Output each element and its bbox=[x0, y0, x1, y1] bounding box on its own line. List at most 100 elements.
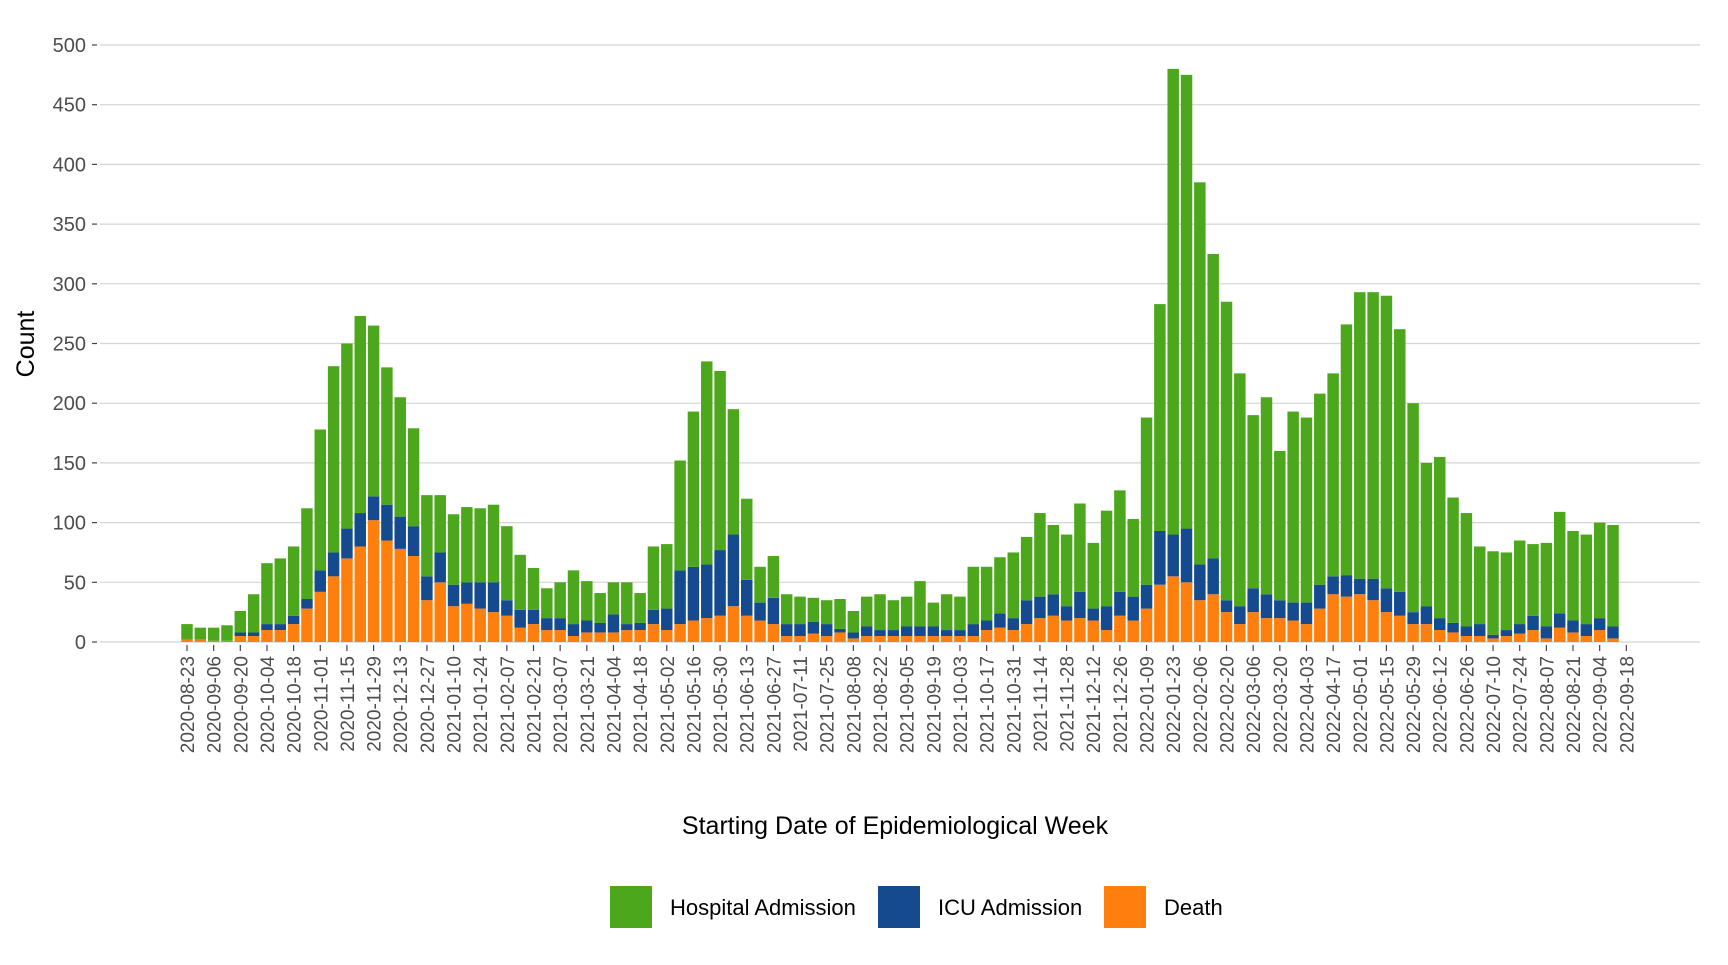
x-tick-label: 2020-09-20 bbox=[231, 656, 252, 753]
bar-segment bbox=[501, 526, 513, 601]
bar-segment bbox=[1580, 534, 1593, 625]
bar-segment bbox=[714, 370, 726, 551]
bar-segment bbox=[1234, 373, 1246, 607]
x-tick-label: 2020-08-23 bbox=[178, 656, 199, 753]
bar-segment bbox=[887, 600, 900, 631]
x-tick-label: 2021-03-21 bbox=[578, 656, 599, 753]
bar-segment bbox=[780, 624, 793, 637]
bar-segment bbox=[767, 624, 780, 642]
bar-segment bbox=[674, 570, 686, 625]
legend-swatch bbox=[610, 886, 652, 928]
bar-segment bbox=[1434, 618, 1446, 631]
bar-segment bbox=[1540, 542, 1553, 627]
bar-segment bbox=[1034, 513, 1046, 597]
bar-segment bbox=[1354, 594, 1366, 642]
bar-segment bbox=[487, 582, 500, 613]
y-axis-title: Count bbox=[12, 311, 40, 378]
bar-segment bbox=[394, 397, 406, 517]
x-tick-label: 2022-08-07 bbox=[1537, 656, 1558, 753]
x-tick-label: 2021-04-18 bbox=[631, 656, 652, 753]
bar-segment bbox=[407, 556, 420, 642]
bar-segment bbox=[1473, 546, 1486, 625]
x-tick-label: 2021-12-12 bbox=[1084, 656, 1105, 753]
bar-segment bbox=[421, 576, 433, 601]
x-tick-label: 2022-07-10 bbox=[1484, 656, 1505, 753]
bar-segment bbox=[514, 627, 526, 642]
bar-segment bbox=[1513, 633, 1526, 642]
bar-segment bbox=[207, 627, 220, 641]
x-tick-label: 2021-08-22 bbox=[871, 656, 892, 753]
x-tick-label: 2022-04-17 bbox=[1324, 656, 1345, 753]
bar-segment bbox=[914, 636, 926, 642]
bar-segment bbox=[634, 622, 646, 631]
bar-segment bbox=[354, 546, 366, 642]
bar-segment bbox=[1114, 490, 1126, 592]
bar-segment bbox=[661, 608, 673, 631]
bar-segment bbox=[1074, 591, 1086, 619]
bar-segment bbox=[1207, 558, 1219, 595]
bar-segment bbox=[607, 632, 620, 642]
bar-segment bbox=[474, 508, 486, 583]
bar-segment bbox=[674, 624, 686, 642]
bar-segment bbox=[767, 556, 780, 598]
x-tick-label: 2022-05-29 bbox=[1404, 656, 1425, 753]
bar-segment bbox=[940, 594, 953, 631]
bar-segment bbox=[687, 411, 700, 567]
bar-segment bbox=[1447, 622, 1459, 633]
bar-segment bbox=[621, 624, 633, 631]
x-tick-label: 2022-02-06 bbox=[1191, 656, 1212, 753]
bar-segment bbox=[780, 594, 793, 625]
bar-segment bbox=[287, 615, 300, 625]
legend-label: ICU Admission bbox=[938, 895, 1082, 920]
bar-segment bbox=[1260, 397, 1273, 595]
bar-segment bbox=[1154, 530, 1166, 585]
bar-segment bbox=[221, 625, 233, 641]
bar-segment bbox=[1327, 576, 1339, 595]
bar-segment bbox=[1367, 600, 1379, 642]
x-tick-label: 2020-11-15 bbox=[338, 656, 359, 752]
bar-segment bbox=[860, 596, 873, 627]
x-tick-label: 2022-03-20 bbox=[1271, 656, 1292, 753]
bar-segment bbox=[327, 366, 340, 553]
bar-segment bbox=[1447, 632, 1459, 642]
bar-segment bbox=[1434, 456, 1446, 619]
bar-segment bbox=[927, 626, 940, 637]
bar-segment bbox=[1553, 613, 1566, 628]
bar-segment bbox=[354, 316, 366, 514]
bar-segment bbox=[274, 558, 287, 625]
bar-segment bbox=[1500, 552, 1513, 631]
bar-segment bbox=[1367, 292, 1379, 579]
bar-segment bbox=[1007, 618, 1020, 631]
bar-segment bbox=[314, 429, 327, 571]
x-tick-label: 2021-12-26 bbox=[1111, 656, 1132, 753]
bar-segment bbox=[1580, 636, 1593, 642]
bar-segment bbox=[594, 622, 606, 633]
bar-segment bbox=[1473, 624, 1486, 637]
bar-segment bbox=[634, 630, 646, 642]
y-tick-label: 200 bbox=[53, 393, 86, 415]
bar-segment bbox=[261, 563, 273, 625]
bar-segment bbox=[274, 630, 287, 642]
bar-segment bbox=[874, 636, 886, 642]
bar-segment bbox=[581, 581, 593, 621]
bar-segment bbox=[767, 597, 780, 625]
bar-segment bbox=[501, 600, 513, 616]
bar-segment bbox=[1087, 542, 1099, 609]
bar-segment bbox=[754, 602, 766, 621]
bar-segment bbox=[1434, 630, 1446, 642]
bar-segment bbox=[434, 495, 446, 553]
x-tick-label: 2020-12-13 bbox=[391, 656, 412, 753]
x-tick-label: 2021-10-31 bbox=[1004, 656, 1025, 753]
bar-segment bbox=[1460, 636, 1473, 642]
bar-segment bbox=[354, 513, 366, 547]
x-tick-label: 2022-02-20 bbox=[1218, 656, 1239, 753]
x-tick-label: 2022-03-06 bbox=[1244, 656, 1265, 753]
bar-segment bbox=[820, 624, 833, 637]
bar-segment bbox=[994, 613, 1006, 628]
y-tick-label: 100 bbox=[53, 513, 86, 535]
bar-segment bbox=[1167, 68, 1179, 535]
x-tick-label: 2022-08-21 bbox=[1564, 656, 1585, 753]
bar-segment bbox=[527, 624, 540, 642]
bar-segment bbox=[474, 608, 486, 642]
bar-segment bbox=[661, 544, 673, 609]
